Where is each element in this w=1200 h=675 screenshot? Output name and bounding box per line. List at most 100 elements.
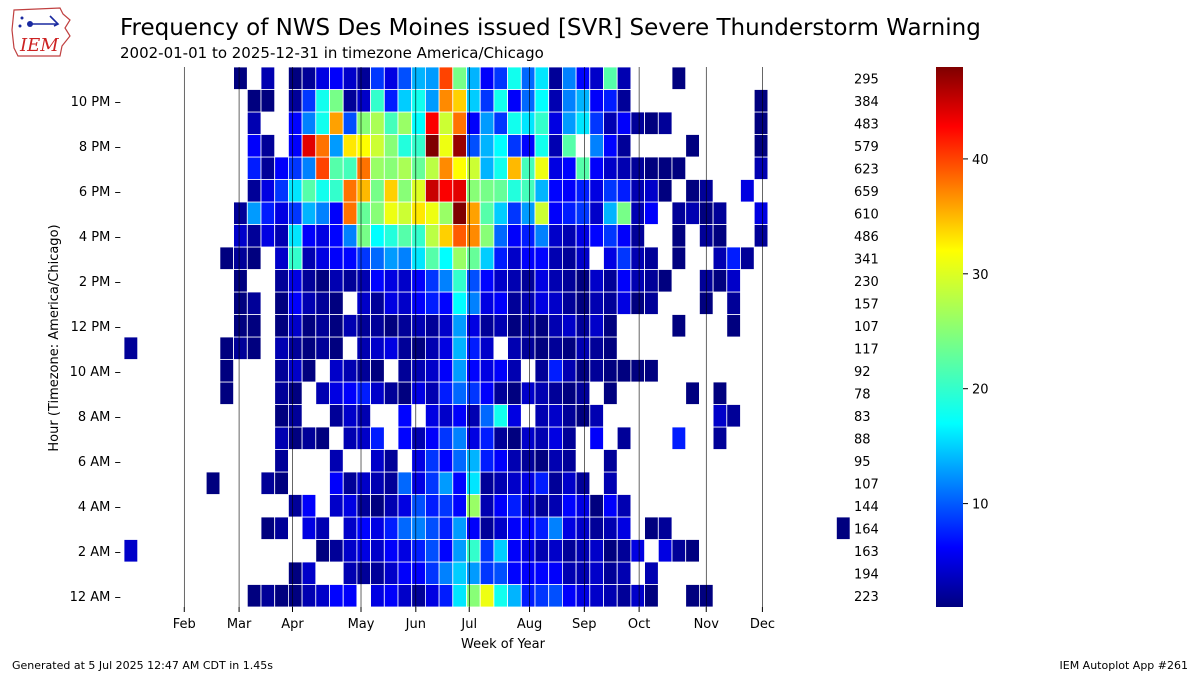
heatmap-cell [397,426,413,450]
heatmap-cell [301,134,317,158]
heatmap-cell [534,246,550,270]
heatmap-cell [438,224,454,248]
rain-dot-2-icon [18,24,22,28]
heatmap-cell [493,539,508,563]
heatmap-cell [397,471,413,495]
logo-text: IEM [19,35,59,56]
heatmap-cell [383,516,399,540]
heatmap-cell [301,561,317,585]
heatmap-cell [548,291,563,315]
heatmap-cell [644,201,659,225]
y-tick-label: 8 PM – [79,140,121,155]
heatmap-cell [438,426,454,450]
heatmap-cell [287,584,303,608]
heatmap-cell [356,404,371,428]
heatmap-cell [233,224,248,248]
heatmap-cell [630,224,646,248]
heatmap-cell [671,426,687,450]
heatmap-cell [329,291,344,315]
heatmap-cell [479,314,495,338]
x-tick-label: Oct [628,617,650,632]
hourly-total-label: 295 [854,72,879,87]
heatmap-cell [301,156,317,180]
heatmap-cell [562,471,577,495]
heatmap-cell [287,494,303,518]
heatmap-cell [548,359,563,383]
heatmap-cell [520,494,536,518]
heatmap-cell [589,314,604,338]
heatmap-cell [562,539,577,563]
heatmap-cell [507,89,522,113]
heatmap-cell [630,291,646,315]
heatmap-cell [493,516,508,540]
hourly-total-label: 230 [854,275,879,290]
heatmap-cell [534,314,550,338]
heatmap-cell [616,66,632,90]
heatmap-cell [260,584,276,608]
heatmap-cell [753,156,769,180]
heatmap-cell [630,539,646,563]
heatmap-cell [548,471,563,495]
heatmap-cell [452,66,467,90]
heatmap-cell [383,494,399,518]
heatmap-cell [644,584,659,608]
heatmap-cell [685,201,700,225]
heatmap-cell [452,584,467,608]
heatmap-cell [342,201,358,225]
heatmap-cell [274,449,289,473]
y-tick-label: 8 AM – [78,410,121,425]
heatmap-cell [493,426,508,450]
heatmap-cell [507,516,522,540]
heatmap-cell [274,269,289,293]
heatmap-cell [260,224,276,248]
heatmap-cell [287,404,303,428]
heatmap-cell [397,111,413,135]
heatmap-cell [520,336,536,360]
heatmap-cell [575,246,591,270]
heatmap-cell [644,561,659,585]
heatmap-cell [438,449,454,473]
heatmap-cell [493,66,508,90]
heatmap-cell [301,584,317,608]
heatmap-cell [356,179,371,203]
heatmap-cell [712,246,728,270]
colorbar: 10 20 30 40 [936,67,989,607]
heatmap-cell [342,426,358,450]
heatmap-cell [315,156,330,180]
heatmap-cell [452,134,467,158]
heatmap-cell [616,224,632,248]
heatmap-cell [383,111,399,135]
heatmap-cell [753,201,769,225]
heatmap-cell [205,471,221,495]
hourly-total-label: 223 [854,590,879,605]
y-tick-label: 10 AM – [70,365,121,380]
hourly-total-label: 163 [854,545,879,560]
heatmap-cell [466,134,481,158]
heatmap-cell [740,179,755,203]
heatmap-cell [260,201,276,225]
heatmap-cell [315,426,330,450]
heatmap-cell [562,449,577,473]
heatmap-cell [753,224,769,248]
heatmap-cell [287,89,303,113]
heatmap-cell [548,134,563,158]
hourly-total-label: 486 [854,230,879,245]
heatmap-cell [479,404,495,428]
heatmap-cell [246,201,262,225]
heatmap-cell [685,584,700,608]
heatmap-cell [479,539,495,563]
heatmap-cell [383,291,399,315]
wind-barb-icon [49,15,60,27]
heatmap-cell [342,471,358,495]
heatmap-cell [370,269,385,293]
heatmap-cell [424,201,440,225]
heatmap-cell [287,381,303,405]
heatmap-cell [356,111,371,135]
heatmap-cell [301,336,317,360]
heatmap-cell [548,561,563,585]
heatmap-cell [507,404,522,428]
heatmap-cell [589,404,604,428]
heatmap-cell [342,539,358,563]
heatmap-cell [589,89,604,113]
